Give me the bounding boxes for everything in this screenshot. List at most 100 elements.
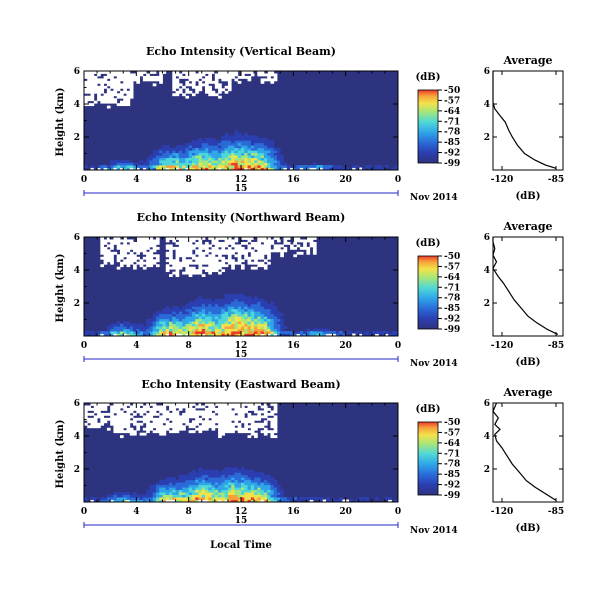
heatmap-cell	[126, 162, 131, 166]
heatmap-cell	[155, 318, 160, 322]
heatmap-missing-cell	[90, 71, 95, 74]
heatmap-cell	[254, 137, 258, 141]
heatmap-cell	[188, 150, 193, 154]
heatmap-cell	[191, 311, 196, 315]
heatmap-cell	[267, 494, 271, 498]
heatmap-missing-cell	[178, 422, 183, 426]
heatmap-cell	[211, 316, 216, 320]
heatmap-cell	[273, 311, 278, 315]
heatmap-cell	[218, 318, 222, 322]
heatmap-missing-cell	[191, 237, 196, 240]
heatmap-cell	[110, 331, 114, 334]
heatmap-cell	[129, 326, 134, 329]
heatmap-cell	[247, 145, 252, 149]
heatmap-missing-cell	[113, 80, 118, 84]
heatmap-cell	[188, 155, 193, 159]
heatmap-cell	[267, 487, 271, 491]
heatmap-cell	[280, 323, 284, 327]
heatmap-missing-cell	[257, 256, 262, 260]
heatmap-missing-cell	[142, 427, 147, 431]
heatmap-cell	[211, 326, 216, 329]
heatmap-missing-cell	[191, 80, 196, 84]
heatmap-cell	[224, 140, 229, 144]
heatmap-missing-cell	[129, 239, 134, 243]
heatmap-cell	[280, 318, 284, 322]
heatmap-missing-cell	[182, 239, 186, 243]
heatmap-missing-cell	[129, 410, 134, 414]
heatmap-cell	[231, 326, 235, 329]
heatmap-cell	[142, 162, 147, 166]
heatmap-cell	[375, 165, 379, 168]
heatmap-cell	[178, 155, 183, 159]
heatmap-missing-cell	[165, 333, 170, 337]
heatmap-missing-cell	[136, 71, 140, 74]
heatmap-cell	[116, 497, 121, 500]
heatmap-cell	[198, 311, 203, 315]
heatmap-cell	[257, 323, 262, 327]
heatmap-cell	[201, 492, 206, 495]
heatmap-missing-cell	[198, 430, 203, 434]
heatmap-missing-cell	[110, 80, 114, 84]
heatmap-cell	[113, 492, 118, 495]
heatmap-missing-cell	[182, 93, 186, 97]
heatmap-missing-cell	[97, 415, 101, 419]
heatmap-cell	[191, 316, 196, 320]
heatmap-missing-cell	[172, 425, 176, 429]
heatmap-cell	[175, 484, 180, 488]
heatmap-cell	[139, 326, 144, 329]
heatmap-cell	[250, 497, 255, 500]
heatmap-cell	[136, 323, 140, 327]
heatmap-missing-cell	[123, 73, 127, 77]
heatmap-missing-cell	[205, 422, 209, 426]
heatmap-cell	[205, 484, 209, 488]
heatmap-cell	[159, 162, 163, 166]
heatmap-cell	[116, 333, 121, 337]
heatmap-cell	[254, 316, 258, 320]
heatmap-missing-cell	[273, 246, 278, 250]
heatmap-missing-cell	[136, 239, 140, 243]
heatmap-cell	[162, 165, 167, 168]
heatmap-cell	[208, 328, 212, 332]
heatmap-cell	[237, 311, 242, 315]
heatmap-cell	[106, 167, 111, 171]
heatmap-cell	[276, 494, 281, 498]
heatmap-cell	[234, 474, 239, 478]
heatmap-missing-cell	[185, 241, 190, 245]
heatmap-missing-cell	[106, 71, 111, 74]
heatmap-missing-cell	[136, 405, 140, 409]
heatmap-cell	[221, 167, 226, 171]
heatmap-cell	[201, 306, 206, 310]
heatmap-missing-cell	[247, 75, 252, 79]
heatmap-missing-cell	[185, 83, 190, 87]
heatmap-missing-cell	[142, 237, 147, 240]
heatmap-missing-cell	[267, 246, 271, 250]
heatmap-cell	[191, 479, 196, 483]
heatmap-missing-cell	[87, 88, 91, 92]
heatmap-missing-cell	[188, 90, 193, 94]
heatmap-missing-cell	[241, 73, 245, 77]
heatmap-cell	[234, 157, 239, 161]
heatmap-cell	[270, 333, 275, 337]
heatmap-cell	[306, 165, 311, 168]
heatmap-missing-cell	[227, 251, 232, 255]
heatmap-cell	[214, 499, 219, 503]
heatmap-missing-cell	[211, 246, 216, 250]
heatmap-cell	[201, 147, 206, 151]
heatmap-cell	[198, 497, 203, 500]
heatmap-missing-cell	[273, 403, 278, 406]
heatmap-missing-cell	[244, 422, 248, 426]
heatmap-cell	[257, 140, 262, 144]
heatmap-cell	[178, 474, 183, 478]
heatmap-cell	[309, 165, 314, 168]
colorbar-tick-label: -57	[444, 262, 460, 272]
heatmap-cell	[195, 484, 199, 488]
heatmap-missing-cell	[263, 251, 268, 255]
heatmap-cell	[195, 477, 199, 481]
heatmap-missing-cell	[169, 274, 173, 278]
heatmap-cell	[221, 316, 226, 320]
heatmap-cell	[198, 492, 203, 495]
heatmap-cell	[165, 150, 170, 154]
heatmap-missing-cell	[103, 256, 108, 260]
heatmap-cell	[270, 323, 275, 327]
heatmap-missing-cell	[175, 420, 180, 424]
